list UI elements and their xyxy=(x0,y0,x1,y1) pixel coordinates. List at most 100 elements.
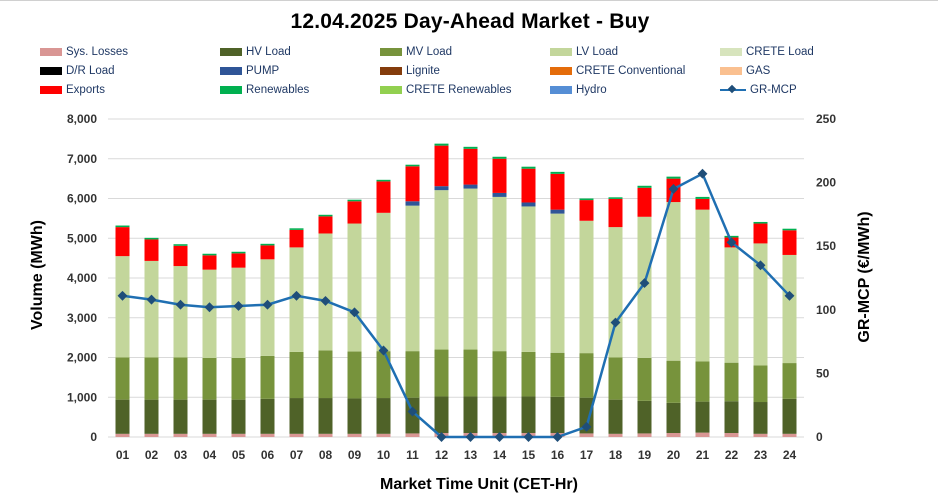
bar-segment xyxy=(434,143,449,146)
bar-segment xyxy=(289,229,304,248)
bar-segment xyxy=(782,230,797,255)
y2-axis-ticks: 0 50 100 150 200 250 xyxy=(816,112,836,444)
bar-segment xyxy=(173,399,188,434)
y2-axis-title: GR-MCP (€/MWh) xyxy=(856,211,873,342)
bar-segment xyxy=(492,396,507,434)
bar-segment xyxy=(115,256,130,358)
bar-segment xyxy=(376,351,391,399)
legend-label: CRETE Conventional xyxy=(576,65,686,77)
bar-segment xyxy=(666,176,681,179)
x-tick-label: 11 xyxy=(406,448,419,462)
x-tick-label: 03 xyxy=(174,448,188,462)
y2-tick-label: 250 xyxy=(816,112,836,126)
x-tick-label: 24 xyxy=(783,448,797,462)
bar-segment xyxy=(782,363,797,399)
bar-segment xyxy=(550,171,565,174)
bar-segment xyxy=(521,396,536,434)
bar-segment xyxy=(492,351,507,397)
bar-segment xyxy=(695,198,710,210)
bar-segment xyxy=(463,148,478,185)
bar-segment xyxy=(347,199,362,202)
bar-segment xyxy=(115,227,130,257)
legend-label: LV Load xyxy=(576,46,618,58)
y-tick-label: 0 xyxy=(90,430,97,444)
bar-segment xyxy=(347,351,362,399)
y2-tick-label: 200 xyxy=(816,176,836,190)
bar-segment xyxy=(376,433,391,437)
x-tick-label: 09 xyxy=(348,448,362,462)
bar-segment xyxy=(550,352,565,397)
bar-segment xyxy=(289,398,304,434)
bar-segment xyxy=(753,223,768,244)
legend-item: D/R Load xyxy=(40,63,115,79)
bar-segment xyxy=(463,188,478,350)
bar-segment xyxy=(434,396,449,434)
mcp-point xyxy=(784,290,795,301)
bar-segment xyxy=(579,198,594,201)
bar-segment xyxy=(434,349,449,397)
legend-item: CRETE Load xyxy=(720,44,814,60)
x-tick-label: 12 xyxy=(435,448,449,462)
legend-item: LV Load xyxy=(550,44,618,60)
mcp-line-path xyxy=(122,171,791,439)
bar-segment xyxy=(202,253,217,256)
bar-segment xyxy=(115,399,130,434)
mcp-point xyxy=(146,294,157,305)
y-tick-label: 8,000 xyxy=(67,112,97,126)
legend-swatch xyxy=(380,48,402,56)
bar-segment xyxy=(260,245,275,260)
legend-swatch xyxy=(380,67,402,75)
mcp-point xyxy=(523,432,534,442)
bar-segment xyxy=(202,255,217,270)
bar-segment xyxy=(637,433,652,437)
legend-label: GR-MCP xyxy=(750,84,797,96)
bar-segment xyxy=(434,145,449,187)
bar-segment xyxy=(405,205,420,352)
legend-swatch xyxy=(220,67,242,75)
legend-item: Exports xyxy=(40,82,105,98)
bar-segment xyxy=(144,433,159,437)
x-tick-label: 18 xyxy=(609,448,623,462)
legend-label: Exports xyxy=(66,84,105,96)
legend-item: HV Load xyxy=(220,44,291,60)
legend-swatch xyxy=(40,48,62,56)
bar-segment xyxy=(695,401,710,433)
x-tick-label: 22 xyxy=(725,448,739,462)
bar-segment xyxy=(231,433,246,437)
bar-segment xyxy=(695,196,710,199)
legend-item: GR-MCP xyxy=(720,82,797,98)
y-tick-label: 2,000 xyxy=(67,351,97,365)
bar-segment xyxy=(579,220,594,354)
bar-segment xyxy=(463,146,478,149)
bar-segment xyxy=(753,433,768,437)
bar-segment xyxy=(608,197,623,199)
bar-segment xyxy=(347,223,362,352)
bar-segment xyxy=(521,168,536,203)
y2-tick-label: 150 xyxy=(816,239,836,253)
bar-segment xyxy=(289,228,304,230)
bar-segment xyxy=(318,398,333,434)
x-tick-label: 01 xyxy=(116,448,130,462)
bar-segment xyxy=(782,433,797,437)
bar-segment xyxy=(608,433,623,437)
mcp-point xyxy=(697,168,708,179)
bar-segment xyxy=(550,209,565,214)
legend-label: CRETE Load xyxy=(746,46,814,58)
mcp-point xyxy=(726,237,737,248)
x-tick-label: 08 xyxy=(319,448,333,462)
bar-segment xyxy=(492,192,507,197)
bar-segment xyxy=(637,357,652,401)
bar-segment xyxy=(260,355,275,399)
mcp-point xyxy=(262,299,273,310)
bar-segment xyxy=(695,209,710,362)
mcp-point xyxy=(175,299,186,310)
bar-segment xyxy=(521,351,536,397)
bar-segment xyxy=(289,351,304,399)
bar-segment xyxy=(550,396,565,434)
y-tick-label: 3,000 xyxy=(67,311,97,325)
legend-swatch xyxy=(550,86,572,94)
y-tick-label: 7,000 xyxy=(67,152,97,166)
bar-segment xyxy=(115,357,130,400)
bar-segment xyxy=(347,433,362,437)
bar-segment xyxy=(202,399,217,434)
